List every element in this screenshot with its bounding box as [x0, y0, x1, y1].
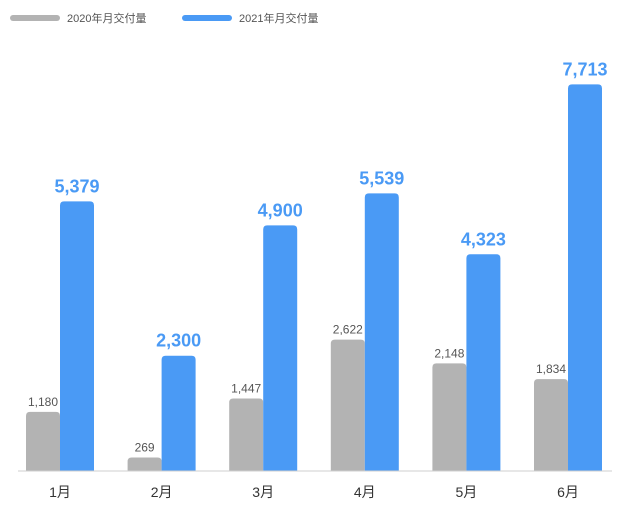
bar-2020-1 [26, 411, 60, 471]
value-label-2020-4: 2,622 [333, 323, 363, 337]
x-tick-label-6: 6月 [557, 484, 579, 500]
bar-2021-1 [60, 201, 94, 471]
x-axis-ticks: 1月 2月 3月 4月 5月 6月 [49, 484, 579, 500]
value-label-2020-5: 2,148 [434, 346, 464, 360]
x-tick-label-2: 2月 [151, 484, 173, 500]
x-tick-label-3: 3月 [252, 484, 274, 500]
bar-2020-4 [330, 339, 365, 471]
legend-swatch-2020 [10, 15, 60, 21]
x-tick-label-1: 1月 [49, 484, 71, 500]
bar-2021-5 [466, 254, 501, 471]
value-label-2021-3: 4,900 [258, 200, 303, 220]
x-tick-label-5: 5月 [456, 484, 478, 500]
bars-group [26, 84, 602, 472]
bar-2020-2 [127, 457, 162, 471]
value-label-2021-1: 5,379 [54, 176, 99, 196]
value-label-2021-4: 5,539 [359, 168, 404, 188]
bar-2020-3 [229, 398, 264, 471]
bar-2020-5 [432, 363, 467, 471]
legend-label-2020: 2020年月交付量 [67, 11, 146, 25]
value-label-2021-6: 7,713 [562, 59, 607, 79]
bar-2021-2 [161, 355, 196, 471]
value-label-2020-3: 1,447 [231, 381, 261, 395]
value-label-2021-2: 2,300 [156, 331, 201, 351]
value-labels-group: 1,180 5,379 269 2,300 1,447 4,900 2,622 5,539 2,… [28, 59, 608, 454]
bar-2021-3 [263, 225, 298, 471]
bar-2021-6 [568, 84, 602, 472]
value-label-2020-1: 1,180 [28, 395, 58, 409]
bar-2021-4 [364, 193, 399, 472]
legend-swatch-2021 [182, 15, 232, 21]
value-label-2020-2: 269 [135, 441, 155, 455]
legend: 2020年月交付量 2021年月交付量 [10, 11, 318, 25]
value-label-2021-5: 4,323 [461, 229, 506, 249]
bar-2020-6 [534, 379, 568, 471]
x-tick-label-4: 4月 [354, 484, 376, 500]
legend-label-2021: 2021年月交付量 [239, 11, 318, 25]
value-label-2020-6: 1,834 [536, 362, 566, 376]
